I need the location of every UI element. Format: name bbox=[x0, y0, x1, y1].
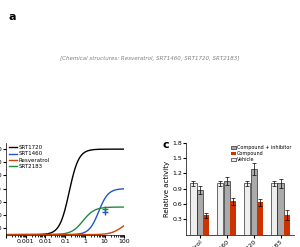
Legend: SRT1720, SRT1460, Resveratrol, SRT2183: SRT1720, SRT1460, Resveratrol, SRT2183 bbox=[9, 145, 50, 169]
Bar bbox=[257, 203, 263, 235]
Bar bbox=[224, 181, 230, 235]
Resveratrol bbox=[68, 233, 72, 236]
Bar bbox=[197, 190, 203, 235]
SRT1720 bbox=[75, 163, 78, 166]
SRT1720 bbox=[101, 148, 105, 151]
Bar bbox=[230, 201, 236, 235]
SRT1460 bbox=[120, 187, 123, 190]
SRT1460 bbox=[4, 233, 8, 236]
SRT1460 bbox=[101, 200, 105, 203]
SRT2183 bbox=[120, 206, 123, 208]
Resveratrol bbox=[122, 224, 126, 227]
SRT2183 bbox=[61, 232, 65, 235]
Line: SRT1720: SRT1720 bbox=[6, 149, 124, 235]
SRT1460 bbox=[75, 233, 78, 236]
Bar bbox=[271, 184, 277, 235]
SRT2183 bbox=[4, 233, 8, 236]
Line: SRT2183: SRT2183 bbox=[6, 207, 124, 235]
Bar bbox=[203, 215, 209, 235]
Bar bbox=[250, 169, 257, 235]
SRT1720 bbox=[120, 148, 123, 151]
SRT1720 bbox=[122, 148, 126, 151]
Text: a: a bbox=[9, 13, 16, 22]
SRT1460 bbox=[122, 187, 126, 190]
SRT1720 bbox=[61, 215, 65, 218]
Resveratrol bbox=[75, 233, 78, 236]
SRT1720 bbox=[68, 187, 72, 190]
Resveratrol bbox=[101, 233, 105, 236]
Text: [Chemical structures: Resveratrol, SRT1460, SRT1720, SRT2183]: [Chemical structures: Resveratrol, SRT14… bbox=[60, 56, 240, 61]
Y-axis label: Relative activity: Relative activity bbox=[164, 161, 169, 217]
Line: SRT1460: SRT1460 bbox=[6, 189, 124, 235]
SRT2183 bbox=[75, 226, 78, 229]
Bar bbox=[217, 184, 224, 235]
Resveratrol bbox=[4, 233, 8, 236]
Bar bbox=[244, 184, 250, 235]
Resveratrol bbox=[60, 233, 64, 236]
Bar bbox=[190, 184, 196, 235]
SRT1720 bbox=[60, 217, 64, 220]
SRT2183 bbox=[68, 231, 72, 234]
SRT1460 bbox=[60, 233, 64, 236]
Resveratrol bbox=[120, 226, 123, 229]
SRT1460 bbox=[68, 233, 72, 236]
SRT2183 bbox=[101, 206, 105, 209]
SRT1460 bbox=[61, 233, 65, 236]
Text: c: c bbox=[163, 140, 169, 150]
Legend: Compound + inhibitor, Compound, Vehicle: Compound + inhibitor, Compound, Vehicle bbox=[231, 145, 292, 162]
Bar bbox=[284, 215, 290, 235]
Bar bbox=[278, 184, 284, 235]
Line: Resveratrol: Resveratrol bbox=[6, 226, 124, 235]
Resveratrol bbox=[61, 233, 65, 236]
SRT2183 bbox=[60, 232, 64, 235]
SRT1720 bbox=[4, 233, 8, 236]
SRT2183 bbox=[122, 206, 126, 208]
